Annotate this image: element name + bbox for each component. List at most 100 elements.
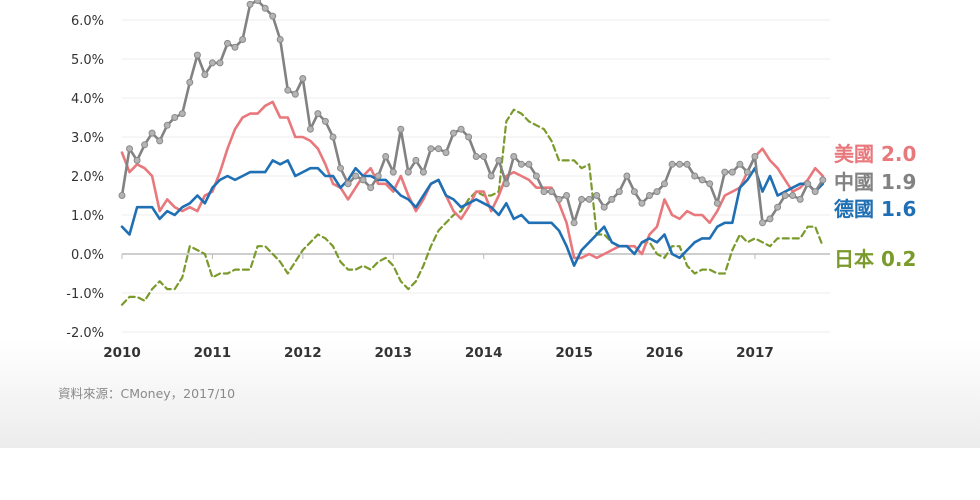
series-point [246,0,254,8]
series-line-1 [120,0,825,225]
series-point [728,168,736,176]
series-point [457,125,465,133]
series-point [691,172,699,180]
series-point [450,129,457,137]
series-point [548,188,555,196]
series-point [661,180,668,188]
series-point [193,51,201,59]
series-point [585,195,593,203]
series-point [630,188,638,196]
series-point [608,195,616,203]
series-point [736,160,744,168]
series-point [600,203,608,211]
series-point [683,160,691,168]
series-point [216,59,224,67]
series-point [254,0,262,4]
series-point [487,172,495,180]
y-tick-label: 2.0% [71,170,104,185]
series-point [382,153,390,160]
line-chart: -2.0% -1.0% 0.0% 1.0% 2.0% 3.0% 4.0% 5.0% 6.0% 2… [66,0,916,361]
series-point [156,137,164,145]
series-point [796,195,804,203]
series-label-2: 德國 1.6 [834,197,916,221]
series-point [480,153,488,160]
series-point [713,199,721,207]
series-line-0 [120,100,825,260]
y-tick-label: 5.0% [71,53,104,68]
series-point [201,71,209,79]
y-tick-label: 3.0% [71,131,104,146]
series-point [442,149,450,157]
series-point [224,39,231,47]
series-point [789,192,797,199]
y-tick-label: -2.0% [66,326,104,341]
y-tick-label: 1.0% [71,209,104,224]
series-point [525,160,533,168]
series-point [721,168,729,176]
background-fade [0,0,980,448]
series-point [623,172,631,180]
series-point [593,192,601,199]
series-point [427,145,435,153]
series-point [291,90,299,98]
series-line-2 [120,159,825,267]
series-point [517,160,525,168]
y-axis: -2.0% -1.0% 0.0% 1.0% 2.0% 3.0% 4.0% 5.0% 6.0% [66,14,104,341]
series-point [397,125,405,133]
series-point [186,78,194,86]
series-point [435,145,442,153]
series-point [329,133,337,141]
series-point [352,172,360,180]
series-point [751,153,759,160]
y-tick-label: -1.0% [66,287,104,302]
series-point [148,129,156,137]
grid-lines [122,19,830,333]
series-point [404,168,412,176]
series-point [367,184,375,192]
series-point [532,172,540,180]
series-point [126,145,133,153]
x-axis: 2010 2011 2012 2013 2014 2015 2016 2017 [103,254,774,361]
series-point [178,110,186,118]
series-label-1: 中國 1.9 [834,170,916,194]
y-tick-label: 0.0% [71,248,104,263]
series-point [472,153,480,160]
x-tick-label: 2014 [465,345,503,361]
series-point [412,156,420,164]
series-point [359,176,367,184]
series-point [239,36,247,43]
series-labels: 美國 2.0 中國 1.9 德國 1.6 日本 0.2 [834,142,916,271]
series-point [706,180,714,188]
series-point [766,215,774,223]
series-label-3: 日本 0.2 [834,247,916,271]
series-point [668,160,676,168]
series-point [563,192,571,199]
x-tick-label: 2017 [736,345,774,361]
series-point [321,117,329,125]
series-point [276,36,284,43]
y-tick-label: 6.0% [71,14,104,29]
series-line-3 [120,108,824,306]
series-group [118,0,827,306]
series-point [555,195,563,203]
series-point [389,168,397,176]
series-point [306,125,314,133]
x-tick-label: 2010 [103,345,141,361]
series-point [284,86,292,94]
series-point [759,219,766,227]
series-point [141,141,149,149]
series-point [653,188,661,196]
series-point [374,172,382,180]
series-point [269,12,277,20]
series-point [314,110,322,118]
series-point [261,4,269,12]
x-tick-label: 2011 [194,345,232,361]
series-point [118,192,126,199]
series-point [804,180,812,188]
series-point [743,168,751,176]
series-point [502,180,510,188]
series-point [465,133,473,141]
series-point [615,188,623,196]
series-point [811,188,819,196]
series-point [171,114,179,121]
